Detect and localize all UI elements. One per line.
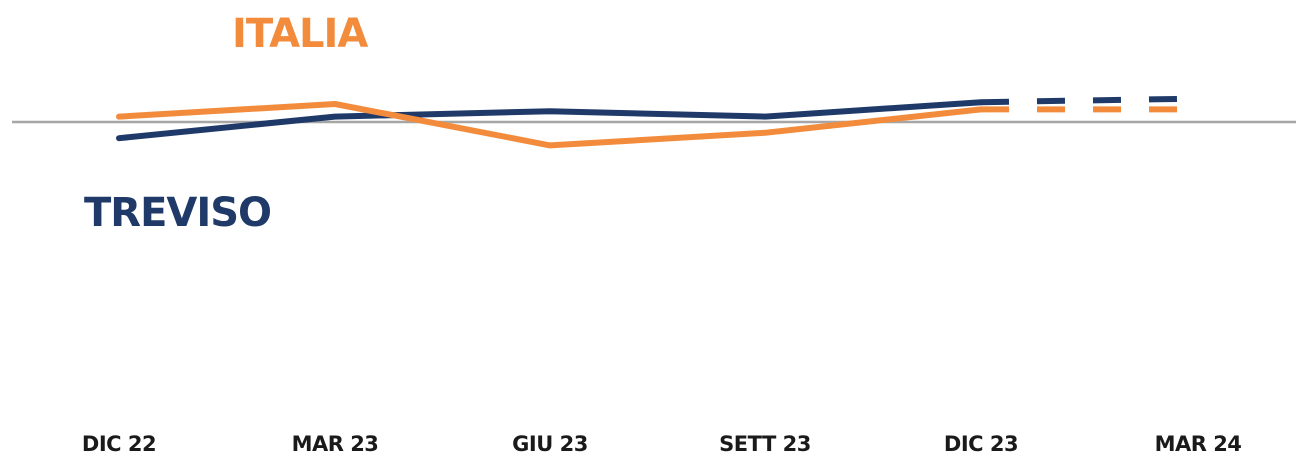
x-tick-label: DIC 23 [944, 432, 1018, 453]
series-projection-treviso [980, 95, 1199, 106]
x-tick-label: SETT 23 [719, 432, 811, 453]
x-axis-tick-labels: DIC 22 MAR 23 GIU 23 SETT 23 DIC 23 MAR 24 [82, 432, 1242, 453]
x-tick-label: DIC 22 [82, 432, 156, 453]
series-label-treviso: TREVISO [84, 190, 271, 236]
series-label-italia: ITALIA [232, 11, 368, 57]
x-tick-label: MAR 24 [1155, 432, 1242, 453]
series-layer [116, 95, 1199, 149]
x-tick-label: GIU 23 [512, 432, 588, 453]
x-tick-label: MAR 23 [292, 432, 379, 453]
